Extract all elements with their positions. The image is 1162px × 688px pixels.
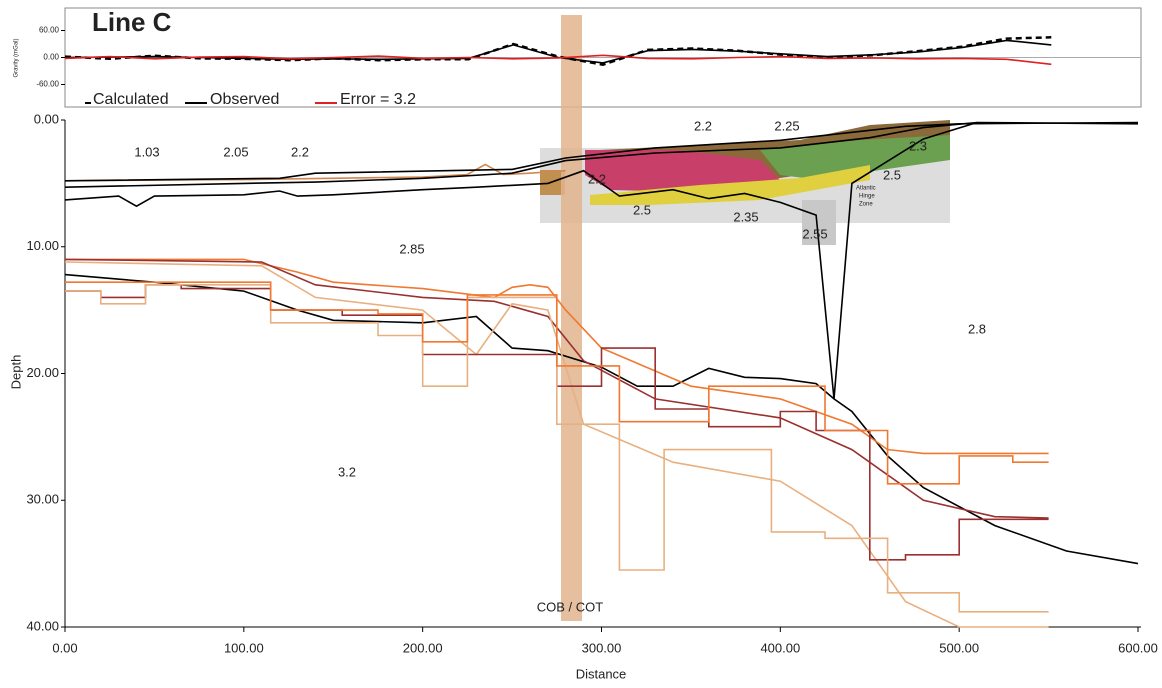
series-line [65, 37, 1051, 64]
chart-title: Line C [92, 7, 172, 37]
annotation: 2.5 [883, 167, 901, 182]
legend-label: Calculated [93, 91, 169, 108]
x-tick-label: 200.00 [403, 640, 443, 655]
x-axis-title: Distance [576, 666, 627, 681]
y-tick-label: 30.00 [26, 492, 59, 507]
y-axis-title: Gravity (mGal) [14, 38, 20, 77]
y-tick-label: 20.00 [26, 365, 59, 380]
annotation: 2.85 [399, 241, 424, 256]
figure: Atlantic Hinge Zone Line C Gravity (mGal… [0, 0, 1162, 688]
annotation: 2.25 [774, 118, 799, 133]
annotation: 2.35 [733, 209, 758, 224]
y-tick-label: 60.00 [39, 26, 60, 35]
series-line [65, 40, 1051, 63]
x-tick-label: 0.00 [52, 640, 77, 655]
y-tick-label: 40.00 [26, 618, 59, 633]
x-tick-label: 100.00 [224, 640, 264, 655]
x-tick-label: 500.00 [939, 640, 979, 655]
annotation: COB / COT [537, 599, 604, 614]
x-tick-label: 300.00 [582, 640, 622, 655]
annotation: 2.2 [694, 118, 712, 133]
y-tick-label: -60.00 [36, 80, 59, 89]
cob-band [561, 15, 582, 621]
y-tick-label: 0.00 [34, 111, 59, 126]
series-line [65, 55, 1051, 64]
x-tick-label: 400.00 [760, 640, 800, 655]
annotation: 1.03 [134, 144, 159, 159]
y-tick-label: 0.00 [43, 53, 59, 62]
x-tick-label: 600.00 [1118, 640, 1158, 655]
legend-label: Observed [210, 91, 279, 108]
annotation: 2.3 [909, 138, 927, 153]
annotation: 2.05 [223, 144, 248, 159]
annotation: 2.55 [802, 226, 827, 241]
inset-label: Atlantic [856, 186, 876, 192]
y-tick-label: 10.00 [26, 238, 59, 253]
annotation: 2.8 [968, 321, 986, 336]
y-axis-title: Depth [8, 355, 23, 390]
annotation: 2.2 [588, 171, 606, 186]
inset-label: Zone [859, 202, 873, 208]
legend-label: Error = 3.2 [340, 91, 416, 108]
series-line [65, 275, 1138, 564]
annotation: 2.2 [291, 144, 309, 159]
inset-label: Hinge [859, 194, 875, 200]
annotation: 3.2 [338, 464, 356, 479]
annotation: 2.5 [633, 202, 651, 217]
